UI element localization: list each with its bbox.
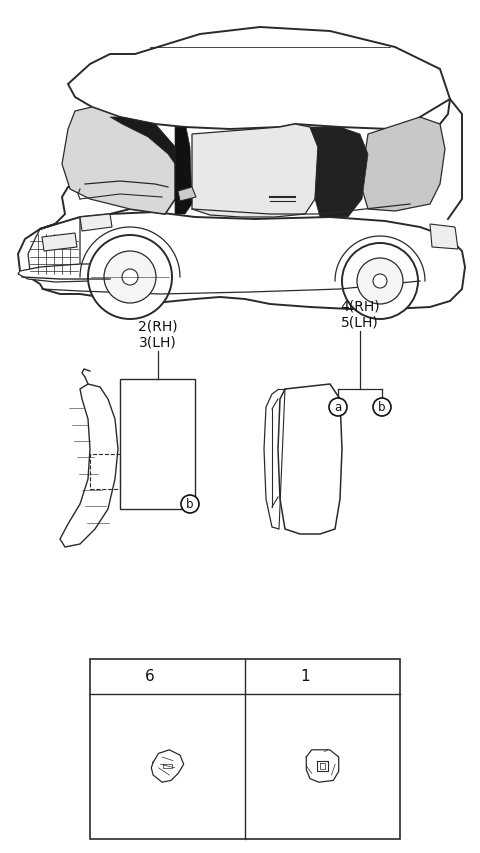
Polygon shape	[62, 107, 175, 215]
Polygon shape	[175, 128, 192, 215]
Polygon shape	[18, 264, 112, 282]
Polygon shape	[110, 118, 175, 165]
Polygon shape	[430, 224, 458, 250]
Polygon shape	[278, 385, 342, 534]
Circle shape	[181, 496, 199, 514]
Text: b: b	[378, 401, 386, 414]
Text: 4(RH)
5(LH): 4(RH) 5(LH)	[340, 299, 380, 329]
Polygon shape	[60, 385, 118, 548]
Text: 2(RH)
3(LH): 2(RH) 3(LH)	[138, 319, 178, 350]
Polygon shape	[80, 215, 112, 232]
Polygon shape	[192, 125, 318, 218]
Circle shape	[96, 666, 116, 686]
Text: 6: 6	[145, 669, 155, 684]
Polygon shape	[310, 128, 368, 218]
Text: b: b	[186, 498, 194, 511]
Polygon shape	[42, 234, 77, 252]
Circle shape	[329, 398, 347, 416]
Circle shape	[373, 275, 387, 288]
Polygon shape	[18, 212, 465, 310]
Circle shape	[88, 235, 172, 320]
Circle shape	[342, 244, 418, 320]
Circle shape	[251, 666, 271, 686]
Polygon shape	[306, 750, 339, 782]
Polygon shape	[28, 218, 80, 278]
Text: a: a	[335, 401, 342, 414]
Circle shape	[104, 252, 156, 304]
Polygon shape	[40, 182, 175, 229]
Text: a: a	[102, 670, 110, 682]
Bar	[90, 455, 120, 490]
Text: b: b	[257, 670, 265, 682]
Polygon shape	[68, 28, 450, 130]
Polygon shape	[151, 750, 184, 782]
Text: 1: 1	[300, 669, 310, 684]
Circle shape	[122, 270, 138, 286]
Bar	[90, 659, 400, 839]
Polygon shape	[362, 118, 445, 212]
Bar	[120, 380, 195, 509]
Circle shape	[373, 398, 391, 416]
Polygon shape	[178, 188, 196, 202]
Circle shape	[357, 258, 403, 305]
